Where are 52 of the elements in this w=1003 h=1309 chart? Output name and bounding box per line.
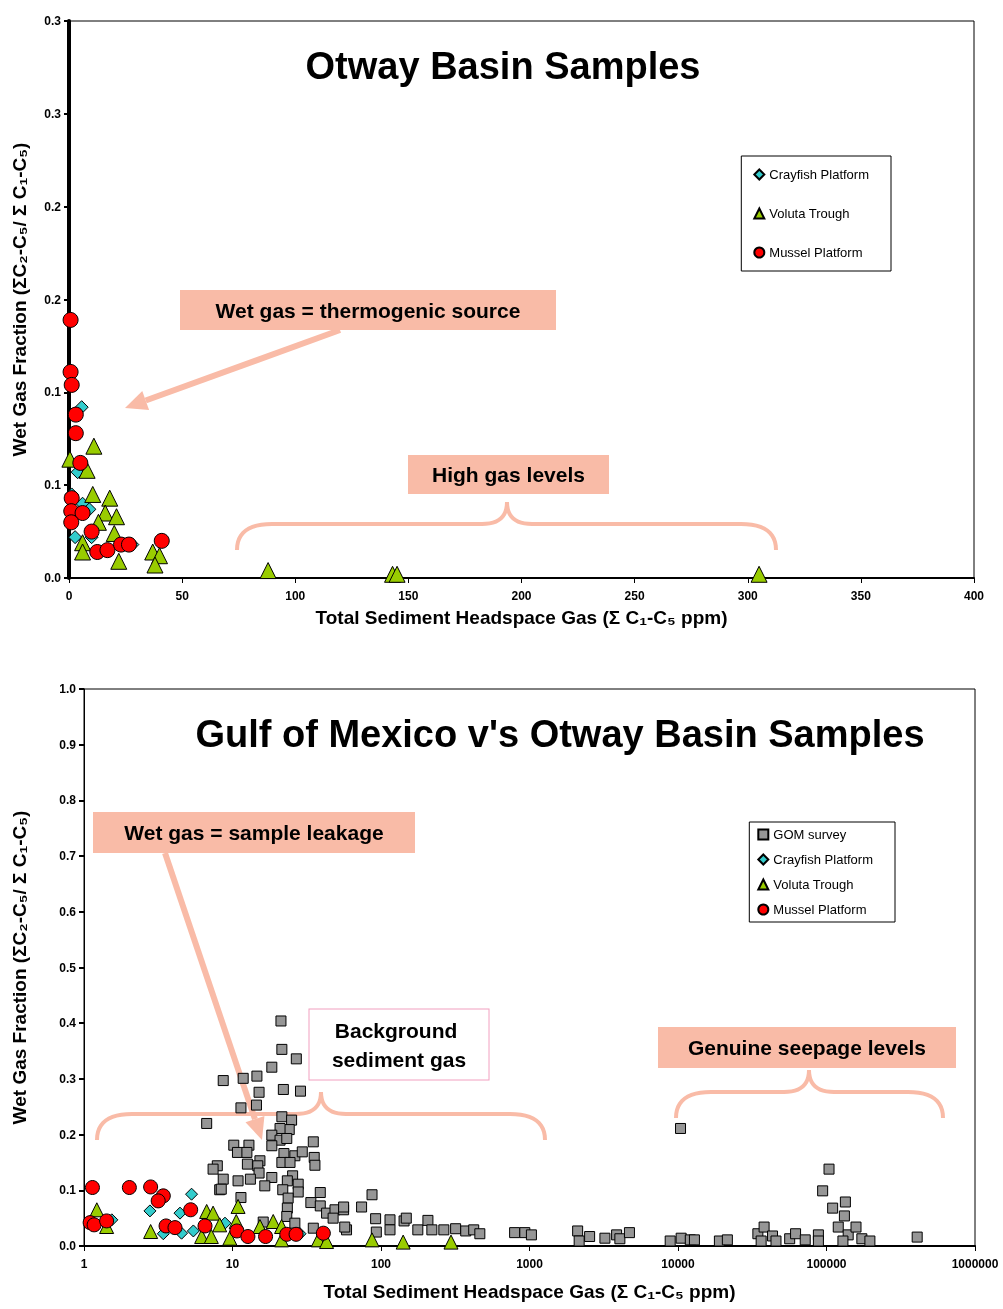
y-tick-label: 0.1	[44, 478, 62, 493]
legend-label: Mussel Platform	[769, 245, 863, 260]
annotation: Background sediment gas	[331, 1018, 467, 1071]
legend-label: Voluta Trough	[773, 877, 854, 892]
x-axis-title: Total Sediment Headspace Gas (Σ C₁-C₅ ppm)	[323, 1281, 736, 1302]
y-tick-label: 0.4	[59, 1016, 77, 1031]
y-axis-title: Wet Gas Fraction (ΣC₂-C₅/ Σ C₁-C₅)	[9, 810, 30, 1125]
legend-label: Voluta Trough	[769, 206, 850, 221]
annotation: Wet gas = sample leakage	[124, 821, 384, 844]
y-tick-label: 0.3	[59, 1071, 77, 1086]
x-tick-label: 300	[737, 589, 759, 603]
x-tick-label: 100000	[806, 1257, 847, 1271]
x-tick-label: 50	[175, 589, 190, 603]
x-tick-label: 150	[398, 589, 419, 603]
legend-label: Mussel Platform	[773, 902, 867, 917]
y-tick-label: 0.1	[59, 1183, 77, 1198]
x-tick-label: 1000000	[951, 1257, 999, 1271]
y-axis-title: Wet Gas Fraction (ΣC₂-C₅/ Σ C₁-C₅)	[9, 142, 30, 457]
x-tick-label: 400	[963, 589, 985, 603]
x-tick-label: 100	[370, 1257, 392, 1271]
y-tick-label: 0.2	[44, 292, 62, 307]
x-tick-label: 1000	[516, 1257, 544, 1271]
legend-label: GOM survey	[773, 827, 847, 842]
x-tick-label: 250	[624, 589, 645, 603]
x-axis-title: Total Sediment Headspace Gas (Σ C₁-C₅ ppm)	[315, 607, 728, 628]
y-tick-label: 0.6	[59, 904, 77, 919]
text: Otway Basin Samples	[305, 45, 701, 87]
y-tick-label: 0.1	[44, 385, 62, 400]
x-tick-label: 1	[80, 1257, 88, 1271]
y-tick-label: 0.3	[44, 106, 62, 121]
y-tick-label: 0.3	[44, 14, 62, 28]
y-tick-label: 0.7	[59, 849, 77, 864]
y-tick-label: 0.8	[59, 793, 77, 808]
x-tick-label: 350	[850, 589, 872, 603]
x-tick-label: 0	[65, 589, 73, 603]
x-tick-label: 10000	[661, 1257, 696, 1271]
legend-label: Crayfish Platform	[769, 167, 870, 182]
annotation: Wet gas = thermogenic source	[215, 298, 521, 322]
x-tick-label: 10	[225, 1257, 240, 1271]
y-tick-label: 0.2	[59, 1127, 77, 1142]
y-tick-label: 0.0	[44, 571, 62, 585]
x-tick-label: 100	[285, 589, 306, 603]
y-tick-label: 0.2	[44, 199, 62, 214]
y-tick-label: 0.5	[59, 960, 77, 975]
legend-label: Crayfish Platform	[773, 852, 874, 867]
y-tick-label: 0.0	[59, 1239, 77, 1253]
annotation: Genuine seepage levels	[687, 1036, 927, 1059]
text: Gulf of Mexico v's Otway Basin Samples	[195, 713, 925, 755]
y-tick-label: 1.0	[59, 682, 77, 696]
x-tick-label: 200	[511, 589, 532, 603]
y-tick-label: 0.9	[59, 737, 77, 752]
annotation: High gas levels	[432, 463, 585, 486]
